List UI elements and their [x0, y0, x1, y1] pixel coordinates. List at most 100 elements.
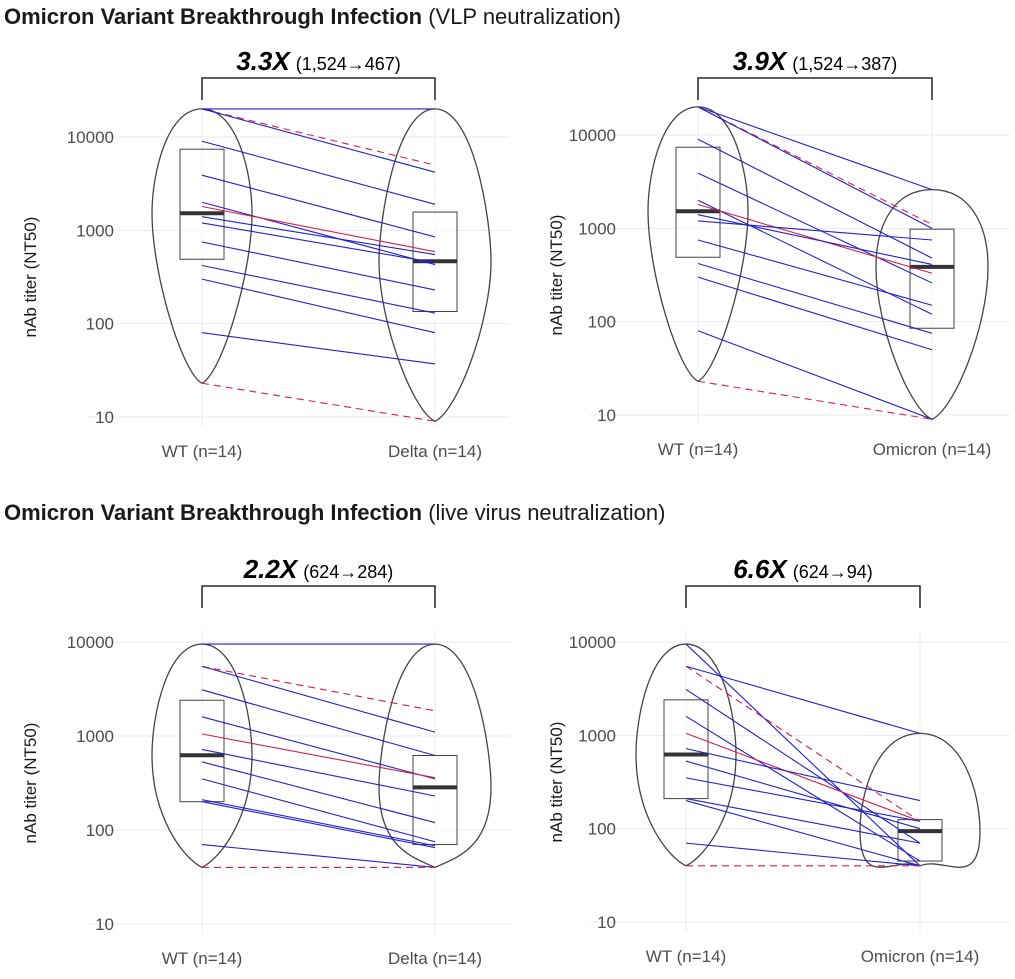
fold-change-ratio: (624→94): [793, 562, 873, 582]
paired-line: [697, 138, 933, 259]
fold-change-value: 3.9X: [733, 46, 788, 76]
fold-change-ratio: (624→284): [303, 562, 393, 582]
paired-line: [685, 715, 921, 862]
y-tick-label: 100: [588, 313, 616, 332]
paired-line: [201, 844, 436, 868]
section-title-bold: Omicron Variant Breakthrough Infection: [4, 500, 423, 525]
paired-line: [201, 332, 436, 365]
paired-line: [697, 203, 933, 274]
y-tick-label: 100: [86, 821, 114, 840]
comparison-bracket: [685, 585, 921, 608]
paired-line: [201, 665, 436, 733]
fold-change-label: 3.9X (1,524→387): [733, 46, 898, 76]
fold-change-label: 3.3X (1,524→467): [236, 46, 401, 76]
paired-line: [201, 140, 436, 205]
paired-line: [685, 777, 921, 822]
x-tick-label: WT (n=14): [646, 947, 726, 966]
fold-change-ratio: (1,524→387): [792, 54, 897, 74]
violin-1: [378, 108, 492, 422]
section-title-rest: (live virus neutralization): [422, 500, 666, 525]
paired-line: [201, 761, 436, 824]
y-axis-label: nAb titer (NT50): [21, 217, 40, 338]
x-tick-label: WT (n=14): [162, 442, 242, 461]
paired-line: [697, 214, 933, 266]
paired-line: [685, 689, 921, 844]
fold-change-ratio: (1,524→467): [296, 54, 401, 74]
y-tick-label: 10: [95, 915, 114, 934]
y-tick-label: 1000: [578, 219, 616, 238]
paired-line: [685, 665, 921, 822]
y-tick-label: 1000: [578, 726, 616, 745]
chart-panel-3: 10 100 1000 10000 nAb titer (NT50) WT (n=14) O…: [547, 554, 1010, 966]
paired-line: [201, 108, 436, 173]
paired-line: [201, 665, 436, 712]
paired-line: [697, 106, 933, 229]
section-title-live: Omicron Variant Breakthrough Infection (…: [4, 500, 665, 526]
y-tick-label: 10: [597, 913, 616, 932]
paired-line: [201, 264, 436, 314]
y-tick-label: 10000: [67, 633, 114, 652]
box-0: [179, 699, 225, 803]
paired-line: [201, 801, 436, 849]
chart-panel-2: 10 100 1000 10000 nAb titer (NT50) WT (n=14) D…: [21, 554, 510, 968]
fold-change-value: 3.3X: [236, 46, 291, 76]
box-0: [663, 699, 709, 800]
section-title-bold: Omicron Variant Breakthrough Infection: [4, 4, 423, 29]
paired-line: [685, 798, 921, 844]
paired-line: [697, 262, 933, 334]
paired-line: [697, 172, 933, 284]
paired-line: [685, 760, 921, 830]
paired-line: [201, 382, 436, 422]
paired-line: [697, 276, 933, 351]
paired-line: [685, 643, 921, 867]
box-0: [675, 146, 721, 258]
paired-line: [201, 216, 436, 256]
x-tick-label: Delta (n=14): [388, 949, 482, 968]
box-1: [412, 755, 458, 846]
box-1: [909, 228, 955, 329]
violin-1: [875, 188, 989, 420]
paired-line: [201, 778, 436, 843]
y-tick-label: 1000: [76, 221, 114, 240]
paired-line: [697, 106, 933, 191]
paired-line: [201, 278, 436, 334]
paired-line: [697, 380, 933, 420]
paired-line: [685, 748, 921, 802]
y-tick-label: 10000: [569, 126, 616, 145]
paired-line: [685, 842, 921, 867]
paired-line: [697, 330, 933, 420]
comparison-bracket: [201, 585, 436, 608]
x-tick-label: WT (n=14): [162, 949, 242, 968]
y-tick-label: 10000: [67, 128, 114, 147]
y-tick-label: 10: [597, 406, 616, 425]
chart-panel-0: 10 100 1000 10000 nAb titer (NT50) WT (n=14) D…: [21, 46, 510, 461]
y-axis-label: nAb titer (NT50): [547, 722, 566, 843]
paired-line: [201, 174, 436, 238]
fold-change-label: 2.2X (624→284): [243, 554, 394, 584]
y-tick-label: 10: [95, 408, 114, 427]
x-tick-label: Omicron (n=14): [861, 947, 980, 966]
y-tick-label: 100: [86, 315, 114, 334]
paired-line: [201, 799, 436, 847]
paired-line: [685, 665, 921, 734]
x-tick-label: Delta (n=14): [388, 442, 482, 461]
paired-line: [697, 220, 933, 241]
paired-line: [685, 800, 921, 867]
fold-change-label: 6.6X (624→94): [733, 554, 873, 584]
paired-line: [201, 733, 436, 779]
paired-line: [201, 241, 436, 291]
box-0: [179, 148, 225, 260]
paired-line: [697, 239, 933, 306]
paired-line: [201, 201, 436, 266]
paired-line: [201, 716, 436, 780]
y-tick-label: 1000: [76, 727, 114, 746]
comparison-bracket: [697, 77, 933, 100]
paired-line: [201, 689, 436, 757]
paired-line: [697, 106, 933, 225]
x-tick-label: Omicron (n=14): [873, 440, 992, 459]
paired-line: [685, 732, 921, 822]
paired-line: [201, 108, 436, 166]
chart-panel-1: 10 100 1000 10000 nAb titer (NT50) WT (n=14) O…: [547, 46, 1010, 459]
y-axis-label: nAb titer (NT50): [547, 215, 566, 336]
